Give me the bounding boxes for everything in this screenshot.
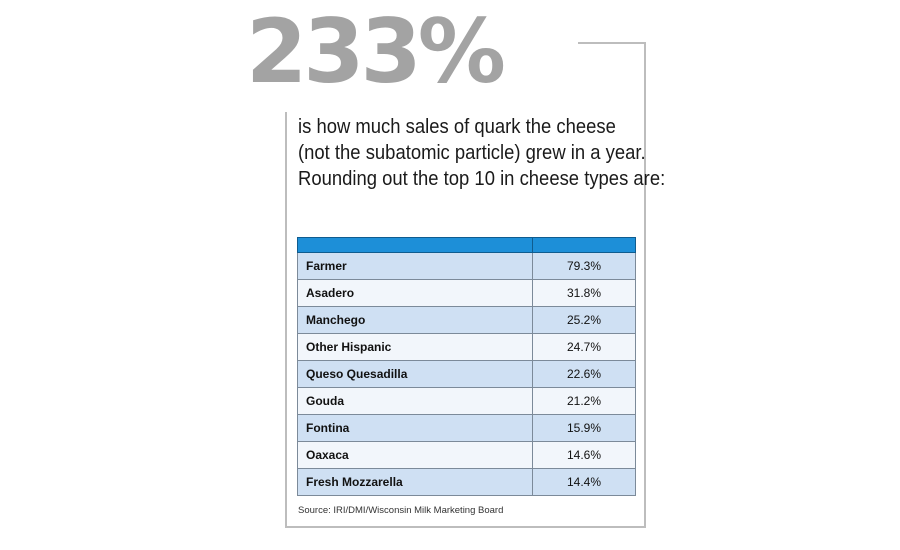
table-row: Other Hispanic 24.7% [297,333,636,361]
growth-value-cell: 14.4% [532,468,636,496]
gray-frame-top-line [578,42,646,44]
cheese-name-cell: Asadero [297,279,533,307]
gray-frame [285,42,646,528]
table-row: Fresh Mozzarella 14.4% [297,468,636,496]
cheese-name-cell: Queso Quesadilla [297,360,533,388]
table-row: Asadero 31.8% [297,279,636,307]
cheese-name-cell: Other Hispanic [297,333,533,361]
cheese-name-cell: Manchego [297,306,533,334]
source-note: Source: IRI/DMI/Wisconsin Milk Marketing… [298,505,504,516]
table-row: Gouda 21.2% [297,387,636,415]
table-row: Oaxaca 14.6% [297,441,636,469]
intro-line: (not the subatomic particle) grew in a y… [298,141,646,164]
table-header-row [297,237,636,253]
intro-line: is how much sales of quark the cheese [298,115,616,138]
growth-value-cell: 79.3% [532,252,636,280]
intro-line: Rounding out the top 10 in cheese types … [298,167,666,190]
table-row: Farmer 79.3% [297,252,636,280]
frame-gap [283,40,289,112]
headline-stat: 233% [246,0,506,103]
cheese-name-cell: Fresh Mozzarella [297,468,533,496]
growth-value-cell: 24.7% [532,333,636,361]
header-cell-name [297,237,533,253]
cheese-growth-table: Farmer 79.3% Asadero 31.8% Manchego 25.2% Othe… [297,237,636,496]
cheese-name-cell: Gouda [297,387,533,415]
cheese-name-cell: Farmer [297,252,533,280]
growth-value-cell: 22.6% [532,360,636,388]
header-cell-value [532,237,636,253]
growth-value-cell: 21.2% [532,387,636,415]
growth-value-cell: 31.8% [532,279,636,307]
intro-text: is how much sales of quark the cheese (n… [298,114,666,192]
cheese-name-cell: Fontina [297,414,533,442]
cheese-name-cell: Oaxaca [297,441,533,469]
growth-value-cell: 15.9% [532,414,636,442]
table-row: Manchego 25.2% [297,306,636,334]
table-row: Queso Quesadilla 22.6% [297,360,636,388]
growth-value-cell: 14.6% [532,441,636,469]
table-row: Fontina 15.9% [297,414,636,442]
growth-value-cell: 25.2% [532,306,636,334]
